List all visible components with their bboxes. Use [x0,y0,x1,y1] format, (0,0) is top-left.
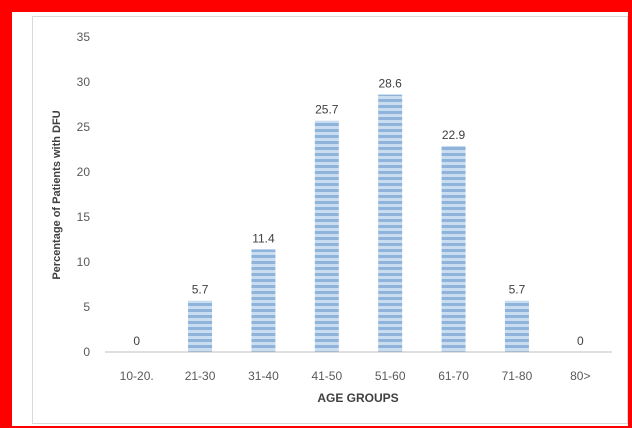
x-tick-label: 71-80 [502,369,533,383]
bar [441,145,466,352]
bar [251,249,276,352]
data-label: 0 [133,334,140,348]
y-tick-label: 10 [77,255,91,269]
x-tick-label: 41-50 [311,369,342,383]
y-tick-label: 5 [83,300,90,314]
y-tick-label: 35 [77,30,91,44]
data-label: 0 [577,334,584,348]
data-label: 22.9 [442,128,466,142]
x-tick-label: 10-20. [120,369,154,383]
data-label: 25.7 [315,103,339,117]
y-tick-label: 25 [77,120,91,134]
chart-border [32,16,628,424]
y-tick-label: 15 [77,210,91,224]
x-tick-label: 61-70 [438,369,469,383]
y-tick-label: 0 [83,345,90,359]
y-tick-label: 30 [77,75,91,89]
data-label: 5.7 [509,283,526,297]
x-tick-label: 31-40 [248,369,279,383]
bar [188,300,213,352]
y-tick-label: 20 [77,165,91,179]
data-label: 11.4 [252,231,275,245]
bar [504,300,529,352]
x-tick-label: 51-60 [375,369,406,383]
x-axis-label: AGE GROUPS [317,391,398,405]
y-axis-label: Percentage of Patients with DFU [51,110,63,279]
x-tick-label: 80> [570,369,590,383]
x-tick-label: 21-30 [185,369,216,383]
data-label: 28.6 [379,77,403,91]
data-label: 5.7 [192,283,209,297]
bar [378,94,403,352]
bar [314,120,339,352]
